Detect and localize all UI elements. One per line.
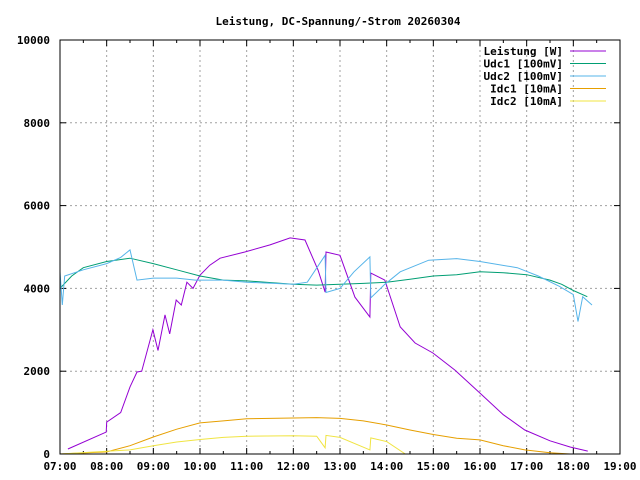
legend-label: Udc1 [100mV]	[484, 58, 563, 71]
x-tick-label: 12:00	[277, 460, 310, 473]
y-tick-label: 8000	[24, 117, 51, 130]
series-line-3	[59, 417, 588, 455]
series-line-1	[59, 257, 588, 298]
legend-label: Idc2 [10mA]	[490, 95, 563, 108]
y-tick-label: 4000	[24, 282, 51, 295]
grid	[60, 40, 620, 454]
y-tick-label: 2000	[24, 365, 51, 378]
x-axis: 07:00 08:00 09:00 10:00 11:00 12:00 13:00 14:00…	[43, 40, 637, 473]
x-tick-label: 14:00	[370, 460, 403, 473]
plot-border	[59, 39, 621, 455]
x-tick-label: 19:00	[603, 460, 636, 473]
y-tick-label: 6000	[24, 200, 51, 213]
x-tick-label: 18:00	[557, 460, 590, 473]
x-tick-label: 09:00	[137, 460, 170, 473]
legend-label: Udc2 [100mV]	[484, 70, 563, 83]
chart-title: Leistung, DC-Spannung/-Strom 20260304	[215, 15, 460, 28]
legend-label: Leistung [W]	[484, 45, 563, 58]
series-line-0	[67, 237, 588, 452]
x-tick-label: 07:00	[43, 460, 76, 473]
x-tick-label: 08:00	[90, 460, 123, 473]
series-lines	[59, 237, 593, 455]
x-tick-label: 11:00	[230, 460, 263, 473]
legend: Leistung [W]Udc1 [100mV]Udc2 [100mV]Idc1…	[484, 45, 606, 108]
x-tick-label: 13:00	[323, 460, 356, 473]
x-tick-label: 16:00	[463, 460, 496, 473]
y-axis: 0 2000 4000 6000 8000 10000	[17, 34, 620, 461]
x-tick-label: 15:00	[417, 460, 450, 473]
y-tick-label: 10000	[17, 34, 50, 47]
series-line-2	[59, 249, 593, 322]
x-tick-label: 10:00	[183, 460, 216, 473]
y-tick-label: 0	[43, 448, 50, 461]
legend-label: Idc1 [10mA]	[490, 83, 563, 96]
x-tick-label: 17:00	[510, 460, 543, 473]
series-line-4	[59, 434, 588, 455]
